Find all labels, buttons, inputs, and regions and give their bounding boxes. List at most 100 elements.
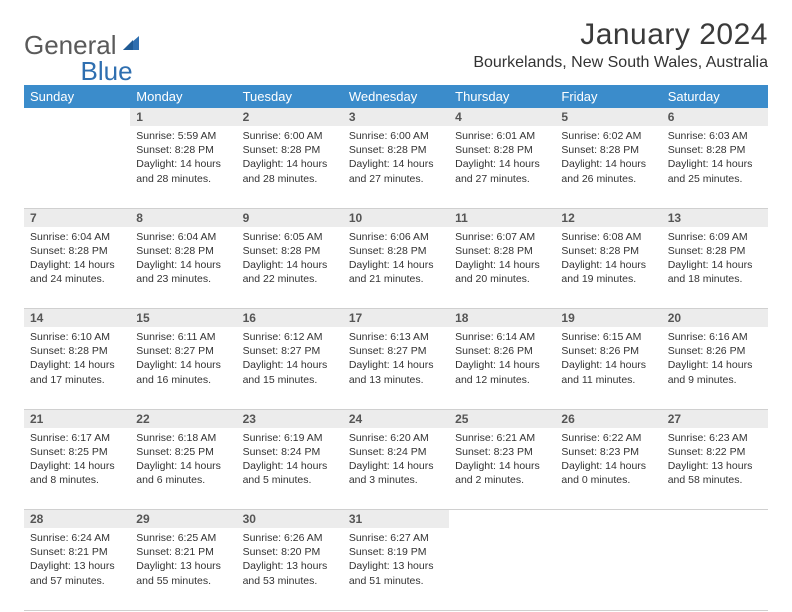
daylight-text: Daylight: 14 hours and 0 minutes. <box>561 459 655 487</box>
sunrise-text: Sunrise: 6:24 AM <box>30 531 124 545</box>
daylight-text: Daylight: 14 hours and 19 minutes. <box>561 258 655 286</box>
sunrise-text: Sunrise: 6:05 AM <box>243 230 337 244</box>
sunrise-text: Sunrise: 6:10 AM <box>30 330 124 344</box>
day-cell: Sunrise: 6:02 AMSunset: 8:28 PMDaylight:… <box>555 126 661 208</box>
day-header: Tuesday <box>237 85 343 108</box>
day-number: 13 <box>662 208 768 227</box>
daylight-text: Daylight: 14 hours and 2 minutes. <box>455 459 549 487</box>
sunset-text: Sunset: 8:22 PM <box>668 445 762 459</box>
sunset-text: Sunset: 8:27 PM <box>349 344 443 358</box>
day-number: 22 <box>130 409 236 428</box>
day-number: 6 <box>662 108 768 126</box>
day-cell-body: Sunrise: 6:02 AMSunset: 8:28 PMDaylight:… <box>555 126 661 192</box>
day-cell: Sunrise: 6:00 AMSunset: 8:28 PMDaylight:… <box>343 126 449 208</box>
day-cell <box>662 528 768 610</box>
daylight-text: Daylight: 14 hours and 26 minutes. <box>561 157 655 185</box>
sunset-text: Sunset: 8:28 PM <box>243 244 337 258</box>
daylight-text: Daylight: 14 hours and 6 minutes. <box>136 459 230 487</box>
sunset-text: Sunset: 8:23 PM <box>455 445 549 459</box>
day-cell-body: Sunrise: 6:20 AMSunset: 8:24 PMDaylight:… <box>343 428 449 494</box>
sunset-text: Sunset: 8:28 PM <box>136 244 230 258</box>
day-cell-body: Sunrise: 6:25 AMSunset: 8:21 PMDaylight:… <box>130 528 236 594</box>
day-cell: Sunrise: 6:23 AMSunset: 8:22 PMDaylight:… <box>662 428 768 510</box>
day-cell-body: Sunrise: 6:19 AMSunset: 8:24 PMDaylight:… <box>237 428 343 494</box>
day-cell: Sunrise: 6:24 AMSunset: 8:21 PMDaylight:… <box>24 528 130 610</box>
day-cell-body: Sunrise: 6:12 AMSunset: 8:27 PMDaylight:… <box>237 327 343 393</box>
day-number: 11 <box>449 208 555 227</box>
sunrise-text: Sunrise: 6:08 AM <box>561 230 655 244</box>
day-number: 29 <box>130 510 236 529</box>
day-cell: Sunrise: 6:22 AMSunset: 8:23 PMDaylight:… <box>555 428 661 510</box>
daylight-text: Daylight: 14 hours and 28 minutes. <box>136 157 230 185</box>
daylight-text: Daylight: 14 hours and 17 minutes. <box>30 358 124 386</box>
sunrise-text: Sunrise: 6:21 AM <box>455 431 549 445</box>
sunrise-text: Sunrise: 6:16 AM <box>668 330 762 344</box>
day-cell-body: Sunrise: 6:23 AMSunset: 8:22 PMDaylight:… <box>662 428 768 494</box>
day-cell-body: Sunrise: 6:17 AMSunset: 8:25 PMDaylight:… <box>24 428 130 494</box>
day-cell: Sunrise: 6:26 AMSunset: 8:20 PMDaylight:… <box>237 528 343 610</box>
day-cell-body: Sunrise: 6:26 AMSunset: 8:20 PMDaylight:… <box>237 528 343 594</box>
day-cell <box>24 126 130 208</box>
daylight-text: Daylight: 14 hours and 5 minutes. <box>243 459 337 487</box>
day-number <box>555 510 661 529</box>
daylight-text: Daylight: 13 hours and 53 minutes. <box>243 559 337 587</box>
day-number: 27 <box>662 409 768 428</box>
sunset-text: Sunset: 8:20 PM <box>243 545 337 559</box>
day-cell: Sunrise: 6:18 AMSunset: 8:25 PMDaylight:… <box>130 428 236 510</box>
day-cell: Sunrise: 6:00 AMSunset: 8:28 PMDaylight:… <box>237 126 343 208</box>
day-number: 31 <box>343 510 449 529</box>
sunrise-text: Sunrise: 6:00 AM <box>243 129 337 143</box>
month-title: January 2024 <box>473 18 768 52</box>
day-number: 25 <box>449 409 555 428</box>
week-row: Sunrise: 6:24 AMSunset: 8:21 PM Daylight:… <box>24 528 768 610</box>
day-number: 24 <box>343 409 449 428</box>
daylight-text: Daylight: 14 hours and 3 minutes. <box>349 459 443 487</box>
sunrise-text: Sunrise: 6:23 AM <box>668 431 762 445</box>
day-cell <box>449 528 555 610</box>
day-cell: Sunrise: 6:08 AMSunset: 8:28 PMDaylight:… <box>555 227 661 309</box>
daylight-text: Daylight: 14 hours and 8 minutes. <box>30 459 124 487</box>
sunset-text: Sunset: 8:19 PM <box>349 545 443 559</box>
sunset-text: Sunset: 8:24 PM <box>243 445 337 459</box>
sunset-text: Sunset: 8:21 PM <box>30 545 124 559</box>
sunset-text: Sunset: 8:25 PM <box>136 445 230 459</box>
sunset-text: Sunset: 8:28 PM <box>349 244 443 258</box>
sunrise-text: Sunrise: 6:19 AM <box>243 431 337 445</box>
sunrise-text: Sunrise: 6:00 AM <box>349 129 443 143</box>
sunset-text: Sunset: 8:28 PM <box>136 143 230 157</box>
day-number: 18 <box>449 309 555 328</box>
day-number: 10 <box>343 208 449 227</box>
sunrise-text: Sunrise: 6:13 AM <box>349 330 443 344</box>
daylight-text: Daylight: 13 hours and 55 minutes. <box>136 559 230 587</box>
day-header: Wednesday <box>343 85 449 108</box>
daylight-text: Daylight: 14 hours and 18 minutes. <box>668 258 762 286</box>
daylight-text: Daylight: 14 hours and 28 minutes. <box>243 157 337 185</box>
day-cell-body: Sunrise: 6:04 AMSunset: 8:28 PMDaylight:… <box>24 227 130 293</box>
day-number: 23 <box>237 409 343 428</box>
day-number: 15 <box>130 309 236 328</box>
sunrise-text: Sunrise: 6:15 AM <box>561 330 655 344</box>
sunset-text: Sunset: 8:24 PM <box>349 445 443 459</box>
day-cell: Sunrise: 6:12 AMSunset: 8:27 PMDaylight:… <box>237 327 343 409</box>
daylight-text: Daylight: 14 hours and 12 minutes. <box>455 358 549 386</box>
day-cell-body: Sunrise: 6:01 AMSunset: 8:28 PMDaylight:… <box>449 126 555 192</box>
week-row: Sunrise: 6:17 AMSunset: 8:25 PMDaylight:… <box>24 428 768 510</box>
location-text: Bourkelands, New South Wales, Australia <box>473 54 768 72</box>
daylight-text: Daylight: 14 hours and 13 minutes. <box>349 358 443 386</box>
day-cell-body: Sunrise: 6:18 AMSunset: 8:25 PMDaylight:… <box>130 428 236 494</box>
day-cell-body: Sunrise: 6:24 AMSunset: 8:21 PMDaylight:… <box>24 528 130 594</box>
sunrise-text: Sunrise: 6:04 AM <box>30 230 124 244</box>
day-cell-body: Sunrise: 6:27 AMSunset: 8:19 PMDaylight:… <box>343 528 449 594</box>
day-cell: Sunrise: 6:06 AMSunset: 8:28 PMDaylight:… <box>343 227 449 309</box>
sunset-text: Sunset: 8:27 PM <box>243 344 337 358</box>
day-number: 14 <box>24 309 130 328</box>
sunrise-text: Sunrise: 6:09 AM <box>668 230 762 244</box>
day-cell-body: Sunrise: 6:06 AMSunset: 8:28 PMDaylight:… <box>343 227 449 293</box>
day-header: Thursday <box>449 85 555 108</box>
sunset-text: Sunset: 8:25 PM <box>30 445 124 459</box>
sunrise-text: Sunrise: 6:20 AM <box>349 431 443 445</box>
day-number: 26 <box>555 409 661 428</box>
daylight-text: Daylight: 14 hours and 27 minutes. <box>455 157 549 185</box>
day-cell: Sunrise: 6:01 AMSunset: 8:28 PMDaylight:… <box>449 126 555 208</box>
logo-text-blue: Blue <box>81 56 133 87</box>
